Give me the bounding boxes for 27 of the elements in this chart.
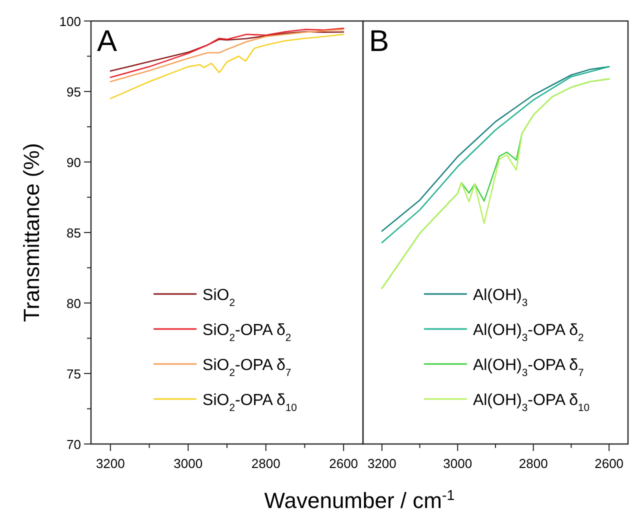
legend-label: Al(OH)$_{3}$	[472, 287, 528, 308]
x-tick-label: 2600	[594, 456, 624, 471]
x-tick-label: 3200	[96, 456, 125, 471]
legend-label: Al(OH)$_{3}$-OPA δ$_{2}$	[472, 322, 584, 344]
legend-label: SiO$_{2}$-OPA δ$_{2}$	[202, 322, 292, 344]
annotation: B	[369, 25, 390, 58]
legend-label: SiO$_{2}$-OPA δ$_{10}$	[202, 392, 298, 414]
y-tick-label: 85	[66, 226, 81, 240]
legend-label: Al(OH)$_{3}$-OPA δ$_{10}$	[472, 392, 590, 414]
annotation: A	[97, 25, 118, 58]
legend-label: SiO$_{2}$-OPA δ$_{7}$	[202, 357, 292, 378]
y-tick-label: 100	[59, 14, 81, 29]
legend-label: SiO$_{2}$	[202, 287, 236, 308]
x-tick-label: 2800	[251, 456, 280, 471]
x-tick-label: 3000	[174, 456, 203, 471]
x-tick-label: 2600	[329, 456, 358, 471]
y-axis-title: Transmittance (%)	[19, 143, 44, 322]
y-tick-label: 75	[66, 366, 81, 382]
y-tick-label: 90	[66, 155, 81, 170]
x-axis-title: Wavenumber / cm$^{-1}$	[264, 488, 455, 513]
x-tick-label: 3000	[443, 456, 472, 471]
x-tick-label: 3200	[367, 456, 396, 471]
legend-label: Al(OH)$_{3}$-OPA δ$_{7}$	[472, 357, 584, 378]
y-tick-label: 95	[66, 84, 81, 100]
x-tick-label: 2800	[518, 456, 548, 471]
y-tick-label: 80	[66, 296, 81, 311]
y-tick-label: 70	[66, 437, 81, 452]
